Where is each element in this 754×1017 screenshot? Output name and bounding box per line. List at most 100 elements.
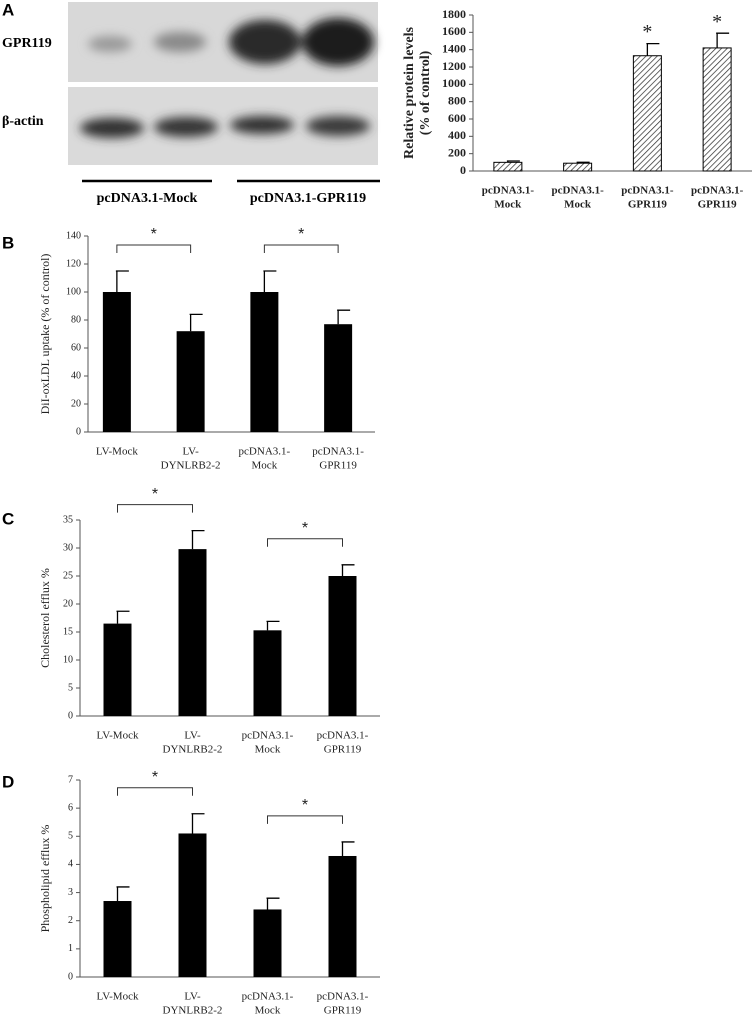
x-tick-label: Mock (255, 744, 281, 756)
error-bar (263, 270, 277, 292)
error-bar (506, 160, 520, 163)
x-tick-label: DYNLRB2-2 (161, 460, 221, 472)
y-tick-label: 1000 (442, 76, 466, 90)
y-tick-label: 5 (68, 682, 73, 693)
western-blot: GPR119 β-actin pcDNA3.1-Mock pcDNA3.1-GP… (2, 2, 380, 206)
y-tick-label: 800 (448, 93, 466, 107)
y-tick-label: 140 (66, 230, 81, 241)
x-tick-label: LV-Mock (97, 730, 139, 742)
significance-star: * (152, 769, 158, 786)
x-tick-label: Mock (255, 1005, 281, 1017)
error-bar (266, 897, 280, 910)
bar (324, 324, 353, 432)
y-tick-label: 35 (63, 514, 73, 525)
y-tick-label: 60 (71, 342, 81, 353)
y-tick-label: 1400 (442, 41, 466, 55)
y-axis-label: Cholesterol efflux % (38, 568, 52, 668)
error-bar (116, 610, 130, 624)
error-bar (341, 841, 355, 856)
error-bar (646, 42, 660, 56)
y-axis-label: Phospholipid efflux % (38, 825, 52, 933)
x-tick-label: Mock (564, 199, 592, 211)
x-tick-label: pcDNA3.1- (691, 185, 744, 197)
significance-bracket (263, 244, 339, 253)
significance-star: * (151, 226, 157, 243)
y-tick-label: 600 (448, 111, 466, 125)
significance-star: * (302, 520, 308, 537)
x-tick-label: Mock (252, 460, 278, 472)
error-bar (716, 32, 730, 48)
x-tick-label: pcDNA3.1- (621, 185, 674, 197)
bar (702, 47, 732, 172)
significance-star: * (302, 797, 308, 814)
x-tick-label: DYNLRB2-2 (163, 1005, 223, 1017)
y-tick-label: 15 (63, 626, 73, 637)
y-tick-label: 6 (68, 802, 73, 813)
significance-bracket (117, 504, 193, 513)
bar (328, 576, 357, 716)
significance-star: * (298, 226, 304, 243)
x-tick-label: GPR119 (628, 199, 668, 211)
x-tick-label: GPR119 (319, 460, 357, 472)
y-tick-label: 80 (71, 314, 81, 325)
bar (103, 901, 132, 977)
y-tick-label: 0 (76, 426, 81, 437)
x-tick-label: pcDNA3.1- (317, 730, 369, 742)
bar (102, 292, 131, 432)
error-bar (189, 313, 203, 332)
y-tick-label: 5 (68, 831, 73, 842)
error-bar (191, 813, 205, 834)
error-bar (115, 270, 129, 292)
error-bar (576, 161, 590, 164)
y-tick-label: 0 (460, 163, 466, 177)
significance-star: * (712, 11, 722, 33)
blot-row-label: β-actin (2, 114, 44, 129)
bar (250, 292, 279, 432)
blot-row-label: GPR119 (2, 36, 52, 51)
panel-letter: B (2, 233, 14, 252)
blot-bands (80, 18, 374, 138)
x-tick-label: pcDNA3.1- (482, 185, 535, 197)
error-bar (191, 529, 205, 550)
error-bar (337, 309, 351, 325)
significance-bracket (267, 815, 343, 824)
y-tick-label: 120 (66, 258, 81, 269)
x-tick-label: LV-Mock (96, 446, 138, 458)
bar (178, 833, 207, 977)
y-axis-label: Relative protein levels (402, 26, 417, 158)
x-tick-label: GPR119 (324, 1005, 362, 1017)
y-tick-label: 0 (68, 710, 73, 721)
y-axis-label: (% of control) (418, 50, 433, 135)
y-tick-label: 4 (68, 859, 73, 870)
bar (253, 630, 282, 716)
y-tick-label: 3 (68, 887, 73, 898)
bar (632, 55, 662, 172)
x-tick-label: LV- (184, 991, 201, 1003)
group-label: pcDNA3.1-GPR119 (250, 191, 366, 206)
x-tick-label: pcDNA3.1- (242, 730, 294, 742)
y-tick-label: 200 (448, 145, 466, 159)
significance-bracket (117, 787, 193, 796)
bar (103, 623, 132, 716)
y-tick-label: 1 (68, 943, 73, 954)
bar (493, 161, 523, 172)
group-label: pcDNA3.1-Mock (97, 191, 198, 206)
y-tick-label: 10 (63, 654, 73, 665)
y-tick-label: 0 (68, 971, 73, 982)
y-tick-label: 40 (71, 370, 81, 381)
bar (563, 162, 593, 172)
x-tick-label: pcDNA3.1- (242, 991, 294, 1003)
significance-star: * (642, 21, 652, 43)
x-tick-label: GPR119 (698, 199, 738, 211)
y-tick-label: 30 (63, 542, 73, 553)
y-tick-label: 1200 (442, 59, 466, 73)
significance-star: * (152, 486, 158, 503)
y-tick-label: 1800 (442, 7, 466, 21)
x-tick-label: pcDNA3.1- (239, 446, 291, 458)
significance-bracket (116, 244, 192, 253)
y-tick-label: 20 (63, 598, 73, 609)
y-tick-label: 2 (68, 915, 73, 926)
bar (178, 549, 207, 716)
panel-letter: A (2, 0, 14, 19)
